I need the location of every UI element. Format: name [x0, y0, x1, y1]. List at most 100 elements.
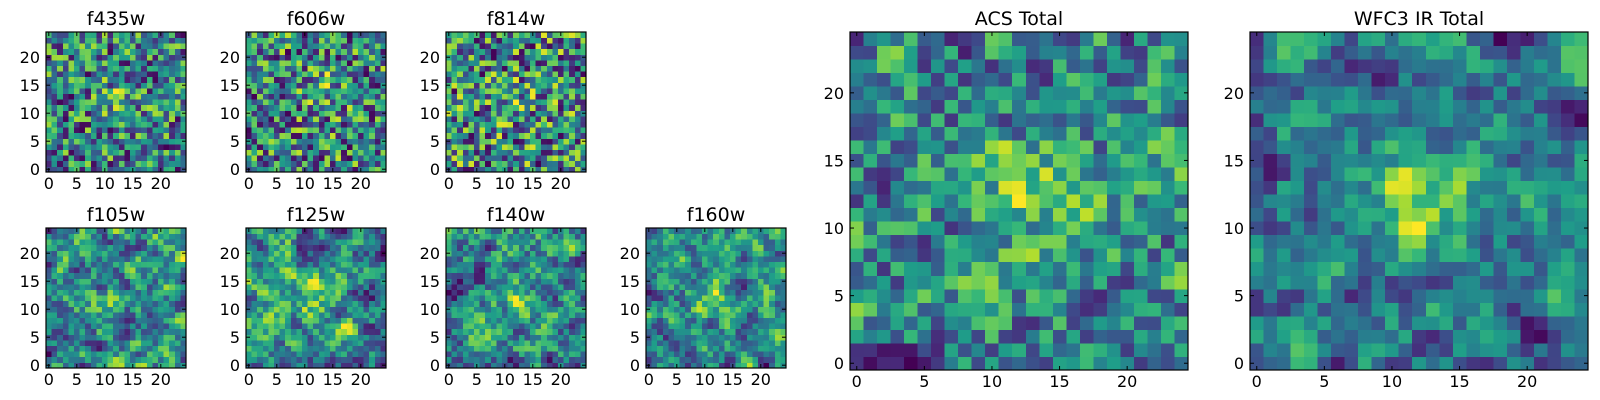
heatmap-cell [904, 302, 918, 317]
heatmap-cell [530, 278, 536, 285]
heatmap-cell [268, 110, 275, 117]
heatmap-cell [146, 32, 153, 38]
heatmap-cell [279, 93, 286, 100]
heatmap-cell [57, 239, 64, 246]
heatmap-cell [724, 272, 731, 279]
heatmap-cell [774, 323, 781, 330]
heatmap-cell [62, 82, 69, 89]
heatmap-cell [358, 345, 364, 352]
heatmap-cell [451, 37, 458, 44]
heatmap-cell [296, 37, 303, 44]
x-tick-label: 0 [644, 370, 654, 389]
heatmap-cell [90, 289, 97, 296]
heatmap-cell [169, 256, 176, 262]
heatmap-cell [552, 244, 559, 251]
heatmap-cell [135, 284, 142, 290]
heatmap-cell [998, 356, 1013, 371]
heatmap-cell [279, 127, 286, 134]
heatmap-cell [713, 278, 720, 285]
heatmap-cell [62, 65, 69, 72]
heatmap-cell [169, 300, 176, 307]
heatmap-cell [451, 312, 458, 318]
heatmap-cell [113, 228, 120, 234]
heatmap-cell [657, 300, 664, 307]
heatmap-cell [335, 328, 342, 335]
heatmap-cell [546, 110, 553, 117]
heatmap-cell [279, 300, 286, 307]
heatmap-cell [735, 295, 742, 302]
heatmap-cell [158, 121, 164, 128]
heatmap-cell [462, 250, 469, 257]
heatmap-cell [324, 144, 331, 150]
heatmap-cell [251, 37, 258, 44]
heatmap-cell [374, 149, 381, 156]
heatmap-cell [135, 54, 142, 61]
x-tick-label: 0 [244, 174, 254, 193]
heatmap-cell [646, 345, 652, 352]
heatmap-cell [513, 345, 520, 352]
heatmap-cell [135, 116, 142, 122]
heatmap-cell [451, 160, 458, 167]
heatmap-cell [62, 272, 69, 279]
heatmap-cell [313, 82, 320, 89]
heatmap-cell [752, 267, 759, 274]
heatmap-cell [369, 278, 376, 285]
heatmap-cell [446, 244, 452, 251]
heatmap-cell [574, 228, 581, 234]
heatmap-cell [735, 278, 742, 285]
heatmap-cell [446, 323, 452, 330]
heatmap-cell [735, 317, 742, 324]
heatmap-cell [257, 76, 264, 83]
heatmap-cell [113, 104, 120, 111]
heatmap-cell [490, 228, 497, 234]
heatmap-cell [146, 272, 153, 279]
heatmap-cell [451, 48, 458, 55]
heatmap-cell [485, 37, 492, 44]
heatmap-cell [518, 48, 525, 55]
heatmap-cell [346, 250, 353, 257]
heatmap-cell [496, 272, 503, 279]
heatmap-cell [158, 60, 164, 66]
heatmap-cell [730, 250, 736, 257]
heatmap-cell [51, 278, 58, 285]
heatmap-cell [141, 272, 148, 279]
heatmap-cell [380, 127, 387, 134]
heatmap-cell [462, 144, 469, 150]
heatmap-cell [518, 60, 525, 66]
heatmap-cell [696, 284, 703, 290]
heatmap-cell [1052, 234, 1067, 249]
heatmap-cell [330, 76, 336, 83]
heatmap-cell [246, 317, 252, 324]
heatmap-cell [74, 267, 80, 274]
heatmap-cell [707, 250, 714, 257]
heatmap-cell [152, 88, 159, 94]
heatmap-cell [462, 121, 469, 128]
heatmap-cell [57, 300, 64, 307]
heatmap-cell [274, 127, 280, 134]
heatmap-cell [180, 312, 187, 318]
heatmap-cell [746, 261, 753, 268]
heatmap-cell [118, 328, 125, 335]
heatmap-cell [730, 334, 736, 341]
heatmap-cell [931, 356, 946, 371]
heatmap-cell [102, 155, 108, 162]
heatmap-cell [74, 295, 80, 302]
heatmap-cell [163, 127, 170, 134]
heatmap-cell [130, 93, 136, 100]
heatmap-cell [496, 144, 503, 150]
heatmap-cell [369, 132, 376, 139]
heatmap-cell [174, 65, 181, 72]
heatmap-cell [51, 233, 58, 240]
heatmap-cell [135, 71, 142, 78]
heatmap-cell [330, 132, 336, 139]
heatmap-cell [451, 144, 458, 150]
heatmap-cell [330, 323, 336, 330]
heatmap-cell [169, 32, 176, 38]
heatmap-cell [113, 149, 120, 156]
heatmap-cell [490, 71, 497, 78]
heatmap-cell [457, 76, 464, 83]
heatmap-cell [262, 149, 269, 156]
heatmap-cell [307, 306, 314, 313]
heatmap-cell [352, 149, 359, 156]
